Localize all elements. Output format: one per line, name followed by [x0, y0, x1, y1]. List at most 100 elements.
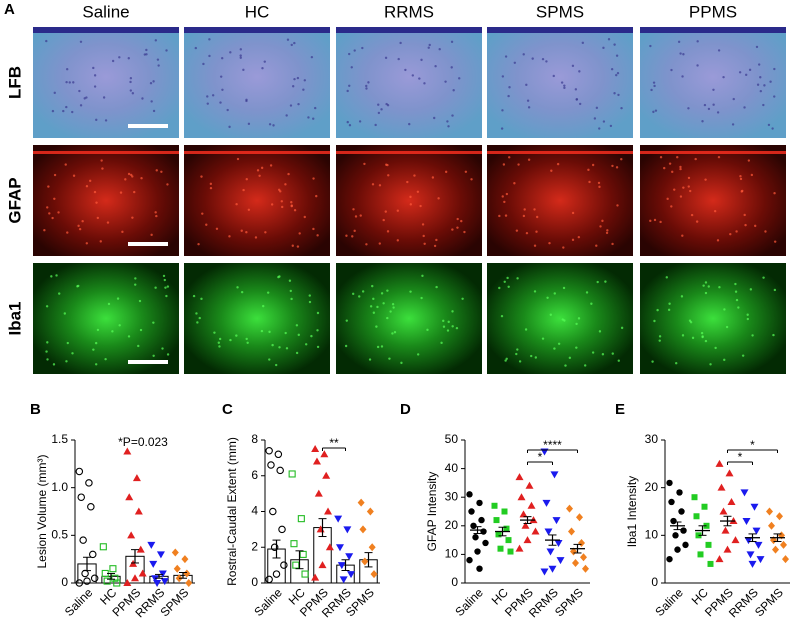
texture — [743, 213, 746, 217]
texture — [344, 344, 348, 348]
data-point — [468, 508, 475, 515]
texture — [277, 275, 280, 279]
data-point — [181, 555, 189, 564]
texture — [773, 288, 777, 292]
data-point — [491, 502, 498, 509]
texture — [351, 235, 354, 238]
texture — [96, 328, 100, 332]
texture — [206, 95, 209, 98]
texture — [513, 61, 517, 64]
texture — [236, 286, 239, 289]
column-label: RRMS — [384, 2, 434, 21]
data-point — [582, 564, 589, 573]
texture — [507, 285, 510, 288]
texture — [714, 346, 717, 350]
texture — [689, 321, 693, 324]
column-label: SPMS — [536, 2, 584, 21]
texture — [94, 363, 98, 366]
texture — [756, 83, 760, 86]
data-point — [566, 504, 573, 513]
data-point — [160, 578, 169, 586]
texture — [516, 277, 519, 280]
data-point — [361, 557, 369, 566]
data-point — [572, 558, 579, 567]
texture — [450, 66, 453, 69]
data-point — [87, 502, 95, 511]
texture — [679, 165, 682, 169]
texture — [372, 297, 375, 301]
texture — [268, 330, 271, 334]
micrograph — [184, 145, 330, 256]
data-point — [503, 525, 510, 532]
texture — [677, 40, 681, 44]
texture — [409, 290, 412, 293]
texture — [160, 170, 163, 174]
texture — [749, 288, 753, 291]
texture — [420, 296, 423, 300]
significance-label: * — [538, 450, 543, 464]
texture — [447, 320, 450, 324]
texture — [260, 166, 264, 170]
texture — [560, 81, 564, 84]
texture — [66, 341, 69, 345]
texture — [219, 101, 222, 104]
texture — [155, 169, 158, 172]
texture — [451, 310, 454, 313]
data-point — [472, 534, 479, 541]
texture — [616, 71, 620, 75]
texture — [526, 99, 530, 102]
texture — [596, 280, 599, 284]
data-point — [83, 577, 91, 585]
data-point — [272, 570, 281, 578]
texture — [399, 41, 402, 45]
texture — [65, 67, 69, 71]
texture — [676, 156, 679, 159]
texture — [671, 170, 674, 174]
data-point — [744, 537, 753, 545]
texture — [365, 84, 368, 88]
data-point — [359, 525, 367, 534]
texture — [739, 177, 743, 181]
data-point — [517, 493, 526, 501]
texture — [352, 208, 355, 211]
texture — [200, 175, 203, 178]
texture — [121, 230, 124, 234]
micrograph — [336, 145, 482, 256]
texture — [93, 85, 97, 88]
texture — [209, 186, 213, 190]
texture — [444, 170, 448, 174]
texture — [206, 102, 209, 105]
texture — [581, 41, 585, 45]
data-point — [183, 569, 191, 578]
texture — [409, 195, 412, 199]
texture — [284, 183, 287, 186]
texture — [310, 55, 314, 59]
texture — [504, 55, 508, 58]
texture — [116, 297, 120, 300]
texture — [246, 341, 249, 345]
texture — [312, 177, 315, 180]
texture — [385, 102, 388, 106]
texture — [353, 49, 356, 52]
texture — [419, 204, 422, 208]
texture — [716, 239, 720, 242]
texture — [460, 219, 463, 223]
data-point — [717, 483, 726, 491]
significance-label: ** — [329, 436, 339, 450]
texture — [423, 82, 426, 85]
x-tick-label: Saline — [251, 585, 285, 619]
texture — [406, 180, 409, 184]
texture — [545, 60, 548, 63]
texture — [129, 80, 132, 84]
x-tick-label: Saline — [62, 585, 96, 619]
texture — [771, 127, 774, 130]
data-point — [672, 532, 679, 539]
texture — [668, 302, 671, 305]
texture — [368, 358, 372, 361]
texture — [45, 39, 48, 43]
texture — [382, 302, 385, 305]
y-tick-label: 0 — [651, 575, 658, 589]
texture — [79, 104, 83, 107]
data-point — [171, 548, 179, 557]
texture — [242, 188, 245, 192]
